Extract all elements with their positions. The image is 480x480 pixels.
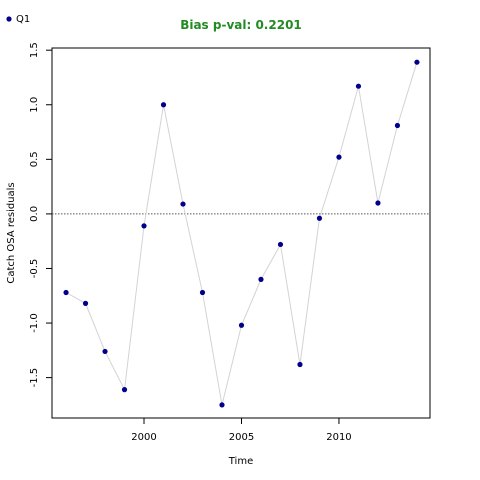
point [180,201,186,207]
legend-marker [6,16,12,22]
point [199,289,206,296]
point [219,402,225,408]
series-line [65,62,418,406]
point [394,122,401,129]
y-axis-label: Catch OSA residuals [6,182,17,283]
point [238,322,245,328]
x-tick-label: 2010 [326,432,351,443]
y-tick-label: -1.5 [29,368,40,388]
point [336,154,342,160]
point [82,300,89,306]
y-tick-label: 1.5 [29,42,40,58]
y-tick-label: -1.0 [29,313,40,333]
point [375,200,381,206]
y-tick-label: 0.0 [29,206,40,222]
point [297,361,303,368]
x-axis-label: Time [228,456,253,467]
x-tick-label: 2005 [229,432,254,443]
y-tick-label: 1.0 [29,97,40,113]
plot-frame [51,47,431,419]
point [141,223,147,229]
point [316,215,323,221]
point [355,83,362,89]
y-tick-label: -0.5 [29,259,40,279]
point [102,348,108,355]
point [121,387,128,393]
y-tick-label: 0.5 [29,151,40,167]
chart-title: Bias p-val: 0.2201 [180,18,302,32]
point [160,102,167,108]
point [258,276,264,282]
point [63,289,69,296]
legend-label: Q1 [16,14,30,25]
point [414,59,420,65]
x-tick-label: 2000 [131,432,156,443]
point [277,241,284,248]
